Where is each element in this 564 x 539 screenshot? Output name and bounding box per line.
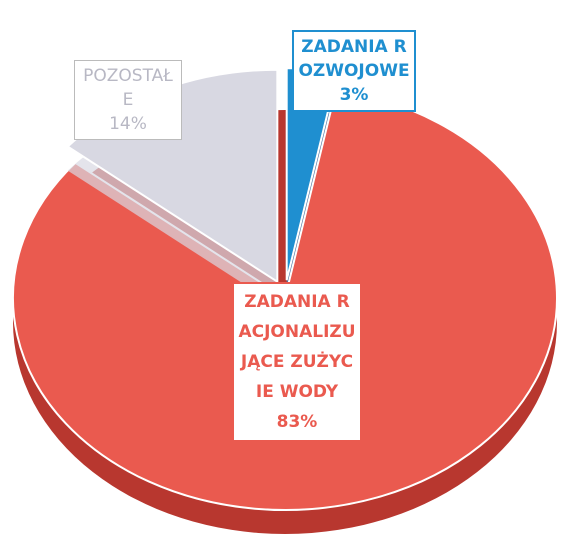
slice-label: ZADANIA ROZWOJOWE 3% xyxy=(292,30,416,112)
slice-value: 3% xyxy=(339,85,369,105)
slice-category: ZADANIA RACJONALIZUJĄCE ZUŻYCIE WODY xyxy=(238,292,356,402)
slice-category: POZOSTAŁE xyxy=(83,66,173,110)
slice-label: ZADANIA RACJONALIZUJĄCE ZUŻYCIE WODY 83% xyxy=(232,282,362,442)
slice-value: 83% xyxy=(276,412,318,432)
slice-category: ZADANIA ROZWOJOWE xyxy=(298,37,410,81)
slice-value: 14% xyxy=(109,114,147,134)
slice-label: POZOSTAŁE 14% xyxy=(74,60,182,140)
